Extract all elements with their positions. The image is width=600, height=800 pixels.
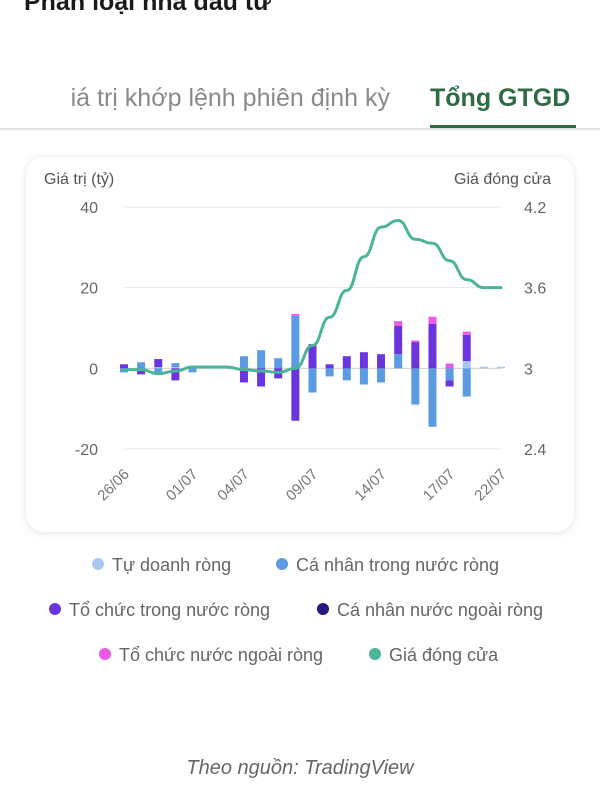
legend-item-proprietary[interactable]: Tự doanh ròng: [92, 555, 231, 576]
y-tick-label-right: 2.4: [524, 442, 546, 459]
legend-item-closing-price[interactable]: Giá đóng cửa: [369, 645, 498, 666]
bar-tổ-chức-nước-ngoài-ròng: [462, 331, 471, 335]
bar-cá-nhân-trong-nước-ròng: [377, 368, 386, 383]
bar-tổ-chức-trong-nước-ròng: [342, 356, 351, 369]
bar-tổ-chức-trong-nước-ròng: [257, 368, 266, 387]
bar-cá-nhân-trong-nước-ròng: [359, 368, 368, 385]
bar-cá-nhân-trong-nước-ròng: [257, 350, 266, 369]
bar-cá-nhân-trong-nước-ròng: [394, 354, 403, 369]
tab-bar: iá trị khớp lệnh phiên định kỳ Tổng GTGD: [0, 70, 600, 130]
bar-cá-nhân-trong-nước-ròng: [411, 368, 420, 405]
bar-tổ-chức-trong-nước-ròng: [291, 368, 300, 421]
tab-periodic-matching-value[interactable]: iá trị khớp lệnh phiên định kỳ: [70, 84, 390, 112]
legend-label: Tổ chức nước ngoài ròng: [119, 645, 324, 665]
bar-cá-nhân-trong-nước-ròng: [462, 368, 471, 397]
bar-tổ-chức-trong-nước-ròng: [154, 359, 163, 368]
legend-label: Giá đóng cửa: [389, 645, 499, 665]
bar-cá-nhân-trong-nước-ròng: [428, 368, 437, 427]
x-tick-label: 01/07: [163, 466, 202, 505]
bar-tổ-chức-nước-ngoài-ròng: [428, 316, 437, 324]
legend-label: Tổ chức trong nước ròng: [69, 600, 270, 620]
legend-label: Cá nhân trong nước ròng: [296, 555, 499, 575]
bar-cá-nhân-trong-nước-ròng: [445, 368, 454, 381]
bar-tổ-chức-nước-ngoài-ròng: [394, 321, 403, 326]
bar-tổ-chức-trong-nước-ròng: [428, 323, 437, 369]
bar-tự-doanh-ròng: [479, 366, 488, 369]
y-tick-label-right: 3.6: [524, 281, 546, 298]
legend-swatch: [92, 558, 104, 570]
legend-swatch: [49, 603, 61, 615]
investor-chart: Giá trị (tỷ) Giá đóng cửa 40 4.2 20 3.6 0 3 -20 2…: [44, 171, 551, 505]
bar-tổ-chức-trong-nước-ròng: [462, 334, 471, 362]
x-tick-label: 17/07: [420, 466, 459, 505]
bar-tổ-chức-trong-nước-ròng: [394, 325, 403, 355]
legend-swatch: [99, 648, 111, 660]
legend-label: Cá nhân nước ngoài ròng: [337, 600, 543, 620]
bar-cá-nhân-trong-nước-ròng: [188, 368, 197, 373]
bar-cá-nhân-trong-nước-ròng: [274, 358, 283, 369]
bar-tổ-chức-trong-nước-ròng: [359, 352, 368, 369]
bar-tổ-chức-nước-ngoài-ròng: [291, 313, 300, 316]
legend-swatch: [276, 558, 288, 570]
y-tick-label-left: 40: [80, 200, 98, 217]
legend-item-domestic-individual[interactable]: Cá nhân trong nước ròng: [276, 555, 499, 576]
bar-tổ-chức-trong-nước-ròng: [137, 368, 146, 375]
legend-item-foreign-individual[interactable]: Cá nhân nước ngoài ròng: [317, 600, 543, 621]
tab-total-trading-value[interactable]: Tổng GTGD: [430, 84, 571, 112]
x-tick-label: 09/07: [283, 466, 322, 505]
active-tab-indicator: [430, 125, 576, 128]
bar-tổ-chức-trong-nước-ròng: [325, 364, 334, 369]
bar-tổ-chức-nước-ngoài-ròng: [411, 340, 420, 343]
x-tick-label: 14/07: [351, 466, 390, 505]
bar-tự-doanh-ròng: [171, 367, 180, 369]
y-tick-label-left: 0: [89, 361, 98, 378]
y-tick-label-left: 20: [80, 281, 98, 298]
bar-tổ-chức-trong-nước-ròng: [411, 342, 420, 369]
bar-tổ-chức-trong-nước-ròng: [377, 354, 386, 369]
bar-cá-nhân-trong-nước-ròng: [342, 368, 351, 381]
bar-cá-nhân-trong-nước-ròng: [239, 356, 248, 369]
bar-cá-nhân-trong-nước-ròng: [171, 363, 180, 368]
y-tick-label-right: 4.2: [524, 200, 546, 217]
bar-cá-nhân-trong-nước-ròng: [291, 315, 300, 369]
chart-card: Giá trị (tỷ) Giá đóng cửa 40 4.2 20 3.6 0 3 -20 2…: [26, 157, 574, 532]
closing-price-line: [122, 218, 503, 376]
x-tick-label: 04/07: [214, 466, 253, 505]
bar-cá-nhân-trong-nước-ròng: [137, 362, 146, 369]
bar-tự-doanh-ròng: [462, 361, 471, 369]
y-axis-right-title: Giá đóng cửa: [454, 171, 551, 188]
legend-swatch: [317, 603, 329, 615]
legend-swatch: [369, 648, 381, 660]
x-tick-label: 22/07: [471, 466, 510, 505]
bar-cá-nhân-trong-nước-ròng: [154, 368, 163, 375]
bar-tổ-chức-trong-nước-ròng: [171, 368, 180, 381]
y-axis-left-title: Giá trị (tỷ): [44, 171, 114, 188]
bar-tổ-chức-trong-nước-ròng: [239, 368, 248, 383]
bar-cá-nhân-trong-nước-ròng: [308, 368, 317, 393]
page-title: Phân loại nhà đầu tư: [24, 0, 272, 16]
y-tick-label-right: 3: [524, 361, 533, 378]
bar-cá-nhân-trong-nước-ròng: [325, 368, 334, 377]
bar-tổ-chức-trong-nước-ròng: [120, 364, 128, 369]
x-tick-label: 26/06: [94, 466, 133, 505]
bar-tổ-chức-nước-ngoài-ròng: [445, 363, 454, 369]
bar-tự-doanh-ròng: [497, 366, 505, 369]
legend-item-domestic-institution[interactable]: Tổ chức trong nước ròng: [49, 600, 270, 621]
legend-item-foreign-institution[interactable]: Tổ chức nước ngoài ròng: [99, 645, 323, 666]
source-note: Theo nguồn: TradingView: [186, 757, 414, 779]
bar-tự-doanh-ròng: [154, 367, 163, 369]
bar-tổ-chức-trong-nước-ròng: [445, 380, 454, 387]
bar-tổ-chức-trong-nước-ròng: [308, 344, 317, 369]
y-tick-label-left: -20: [75, 442, 98, 459]
legend-label: Tự doanh ròng: [112, 555, 232, 575]
